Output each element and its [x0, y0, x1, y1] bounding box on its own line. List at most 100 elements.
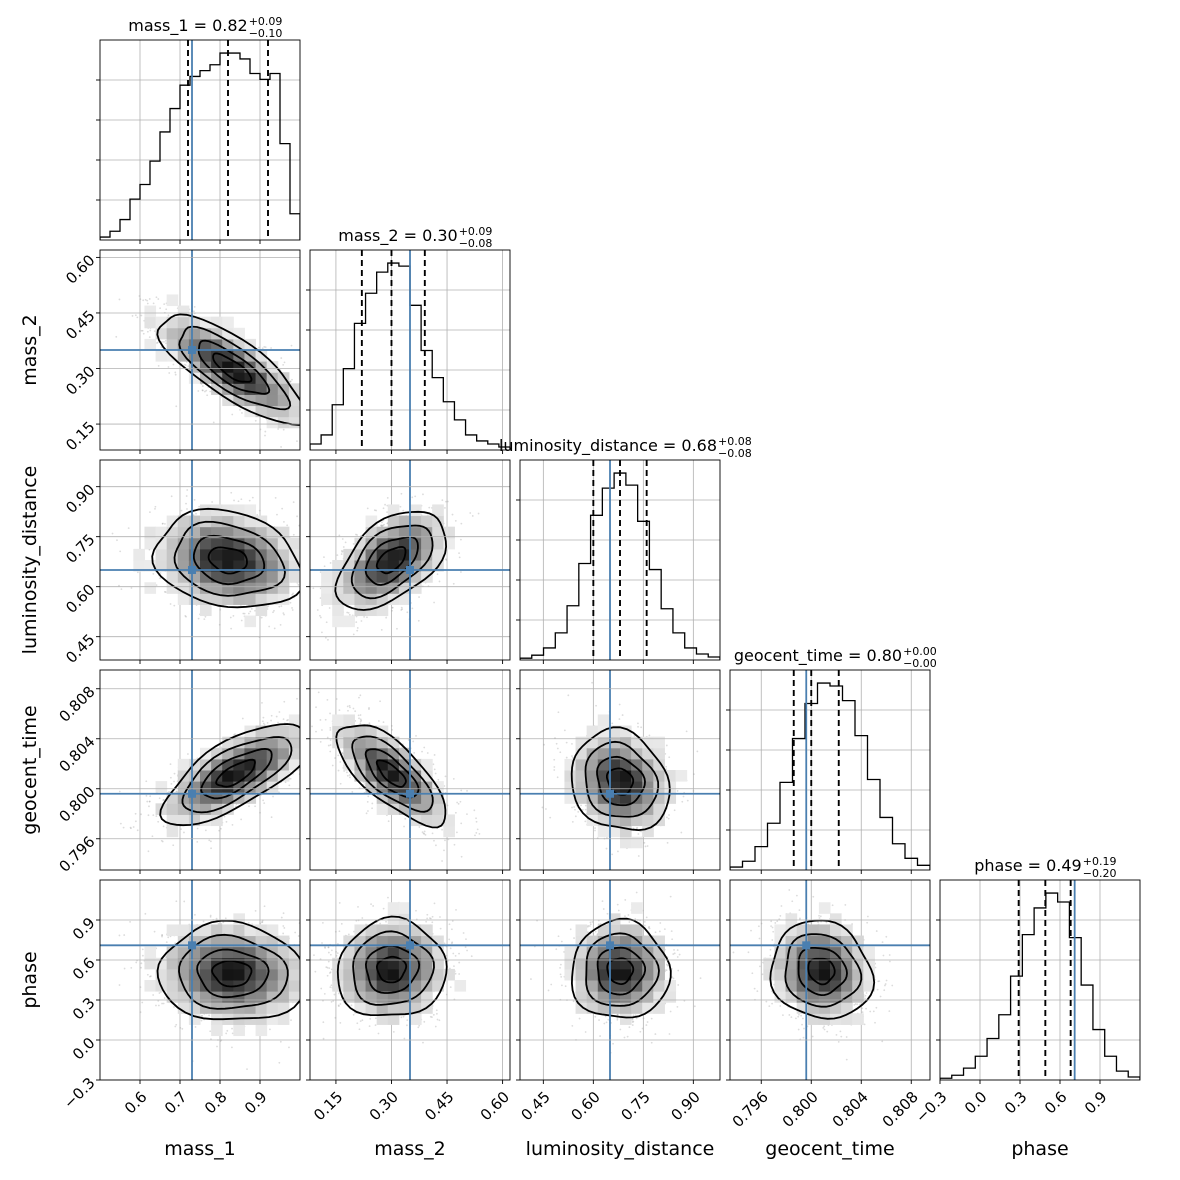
density-cell [244, 515, 257, 528]
sample-point [262, 716, 265, 719]
density-cell [387, 560, 400, 572]
sample-point [316, 609, 319, 611]
title-err-minus: −0.08 [718, 447, 752, 460]
sample-point [260, 616, 263, 619]
sample-point [356, 534, 358, 536]
sample-point [170, 495, 173, 498]
sample-point [311, 415, 313, 417]
sample-point [291, 593, 294, 596]
density-cell [233, 361, 245, 373]
sample-point [445, 500, 447, 503]
sample-point [411, 496, 414, 499]
sample-point [375, 509, 378, 512]
density-cell [387, 582, 400, 594]
density-cell [188, 515, 201, 528]
sample-point [445, 559, 448, 561]
density-cell [255, 537, 268, 550]
sample-point [204, 390, 206, 393]
sample-point [116, 539, 118, 542]
sample-point [291, 378, 293, 381]
density-cell [244, 383, 257, 395]
sample-point [400, 606, 403, 609]
density-cell [266, 537, 279, 550]
sample-point [391, 609, 393, 612]
density-cell [376, 604, 389, 617]
sample-point [164, 522, 166, 525]
sample-point [156, 341, 159, 344]
sample-point [313, 566, 315, 568]
sample-point [373, 509, 376, 512]
sample-point [138, 295, 141, 297]
sample-point [348, 613, 351, 616]
title-err-plus: +0.09 [459, 225, 493, 238]
sample-point [119, 550, 122, 553]
sample-point [400, 609, 403, 611]
sample-point [184, 364, 187, 367]
density-cell [177, 593, 190, 605]
sample-point [319, 616, 322, 619]
density-cell [233, 327, 245, 340]
sample-point [231, 823, 234, 826]
density-cell [244, 548, 257, 561]
density-cell [188, 593, 201, 605]
sample-point [386, 497, 389, 499]
density-cell [288, 560, 300, 572]
density-cell [177, 526, 190, 539]
density-cell [211, 504, 223, 517]
sample-point [146, 330, 149, 333]
sample-point [380, 628, 383, 631]
density-cell [133, 560, 145, 572]
sample-point [438, 580, 441, 583]
sample-point [160, 340, 163, 343]
density-cell [387, 526, 400, 539]
sample-point [340, 553, 343, 555]
sample-point [380, 524, 383, 527]
density-cell [222, 515, 234, 528]
density-cell [211, 350, 223, 362]
density-cell [244, 593, 257, 605]
sample-point [186, 489, 189, 491]
y-tick-label: 0.45 [62, 630, 98, 666]
sample-point [240, 498, 243, 501]
sample-point [175, 405, 178, 408]
sample-point [148, 336, 151, 339]
density-cell [177, 537, 190, 550]
sample-point [315, 588, 317, 590]
sample-point [297, 583, 300, 586]
density-cell [200, 571, 212, 583]
sample-point [239, 408, 241, 411]
sample-point [294, 633, 296, 635]
density-cell [398, 571, 411, 583]
density-cell [155, 327, 168, 340]
density-cell [233, 548, 245, 561]
sample-point [292, 533, 295, 536]
sample-point [300, 734, 302, 736]
sample-point [267, 605, 270, 607]
sample-point [218, 623, 221, 626]
sample-point [152, 302, 155, 305]
sample-point [314, 413, 316, 415]
sample-point [164, 591, 167, 594]
y-tick-label: 0.60 [62, 580, 98, 616]
sample-point [184, 614, 187, 617]
sample-point [363, 615, 366, 618]
sample-point [198, 505, 201, 508]
sample-point [174, 371, 177, 374]
density-cell [233, 350, 245, 362]
sample-point [165, 342, 167, 345]
sample-point [382, 507, 385, 510]
density-cell [398, 515, 411, 528]
sample-point [325, 621, 328, 624]
sample-point [264, 430, 267, 433]
density-cell [233, 372, 245, 384]
density-cell [432, 537, 444, 550]
sample-point [339, 408, 341, 410]
density-cell [354, 560, 367, 572]
y-axis-label: luminosity_distance [19, 466, 41, 655]
sample-point [324, 726, 326, 728]
sample-point [197, 390, 200, 392]
sample-point [356, 629, 359, 632]
density-cell [365, 571, 378, 583]
sample-point [205, 389, 208, 392]
